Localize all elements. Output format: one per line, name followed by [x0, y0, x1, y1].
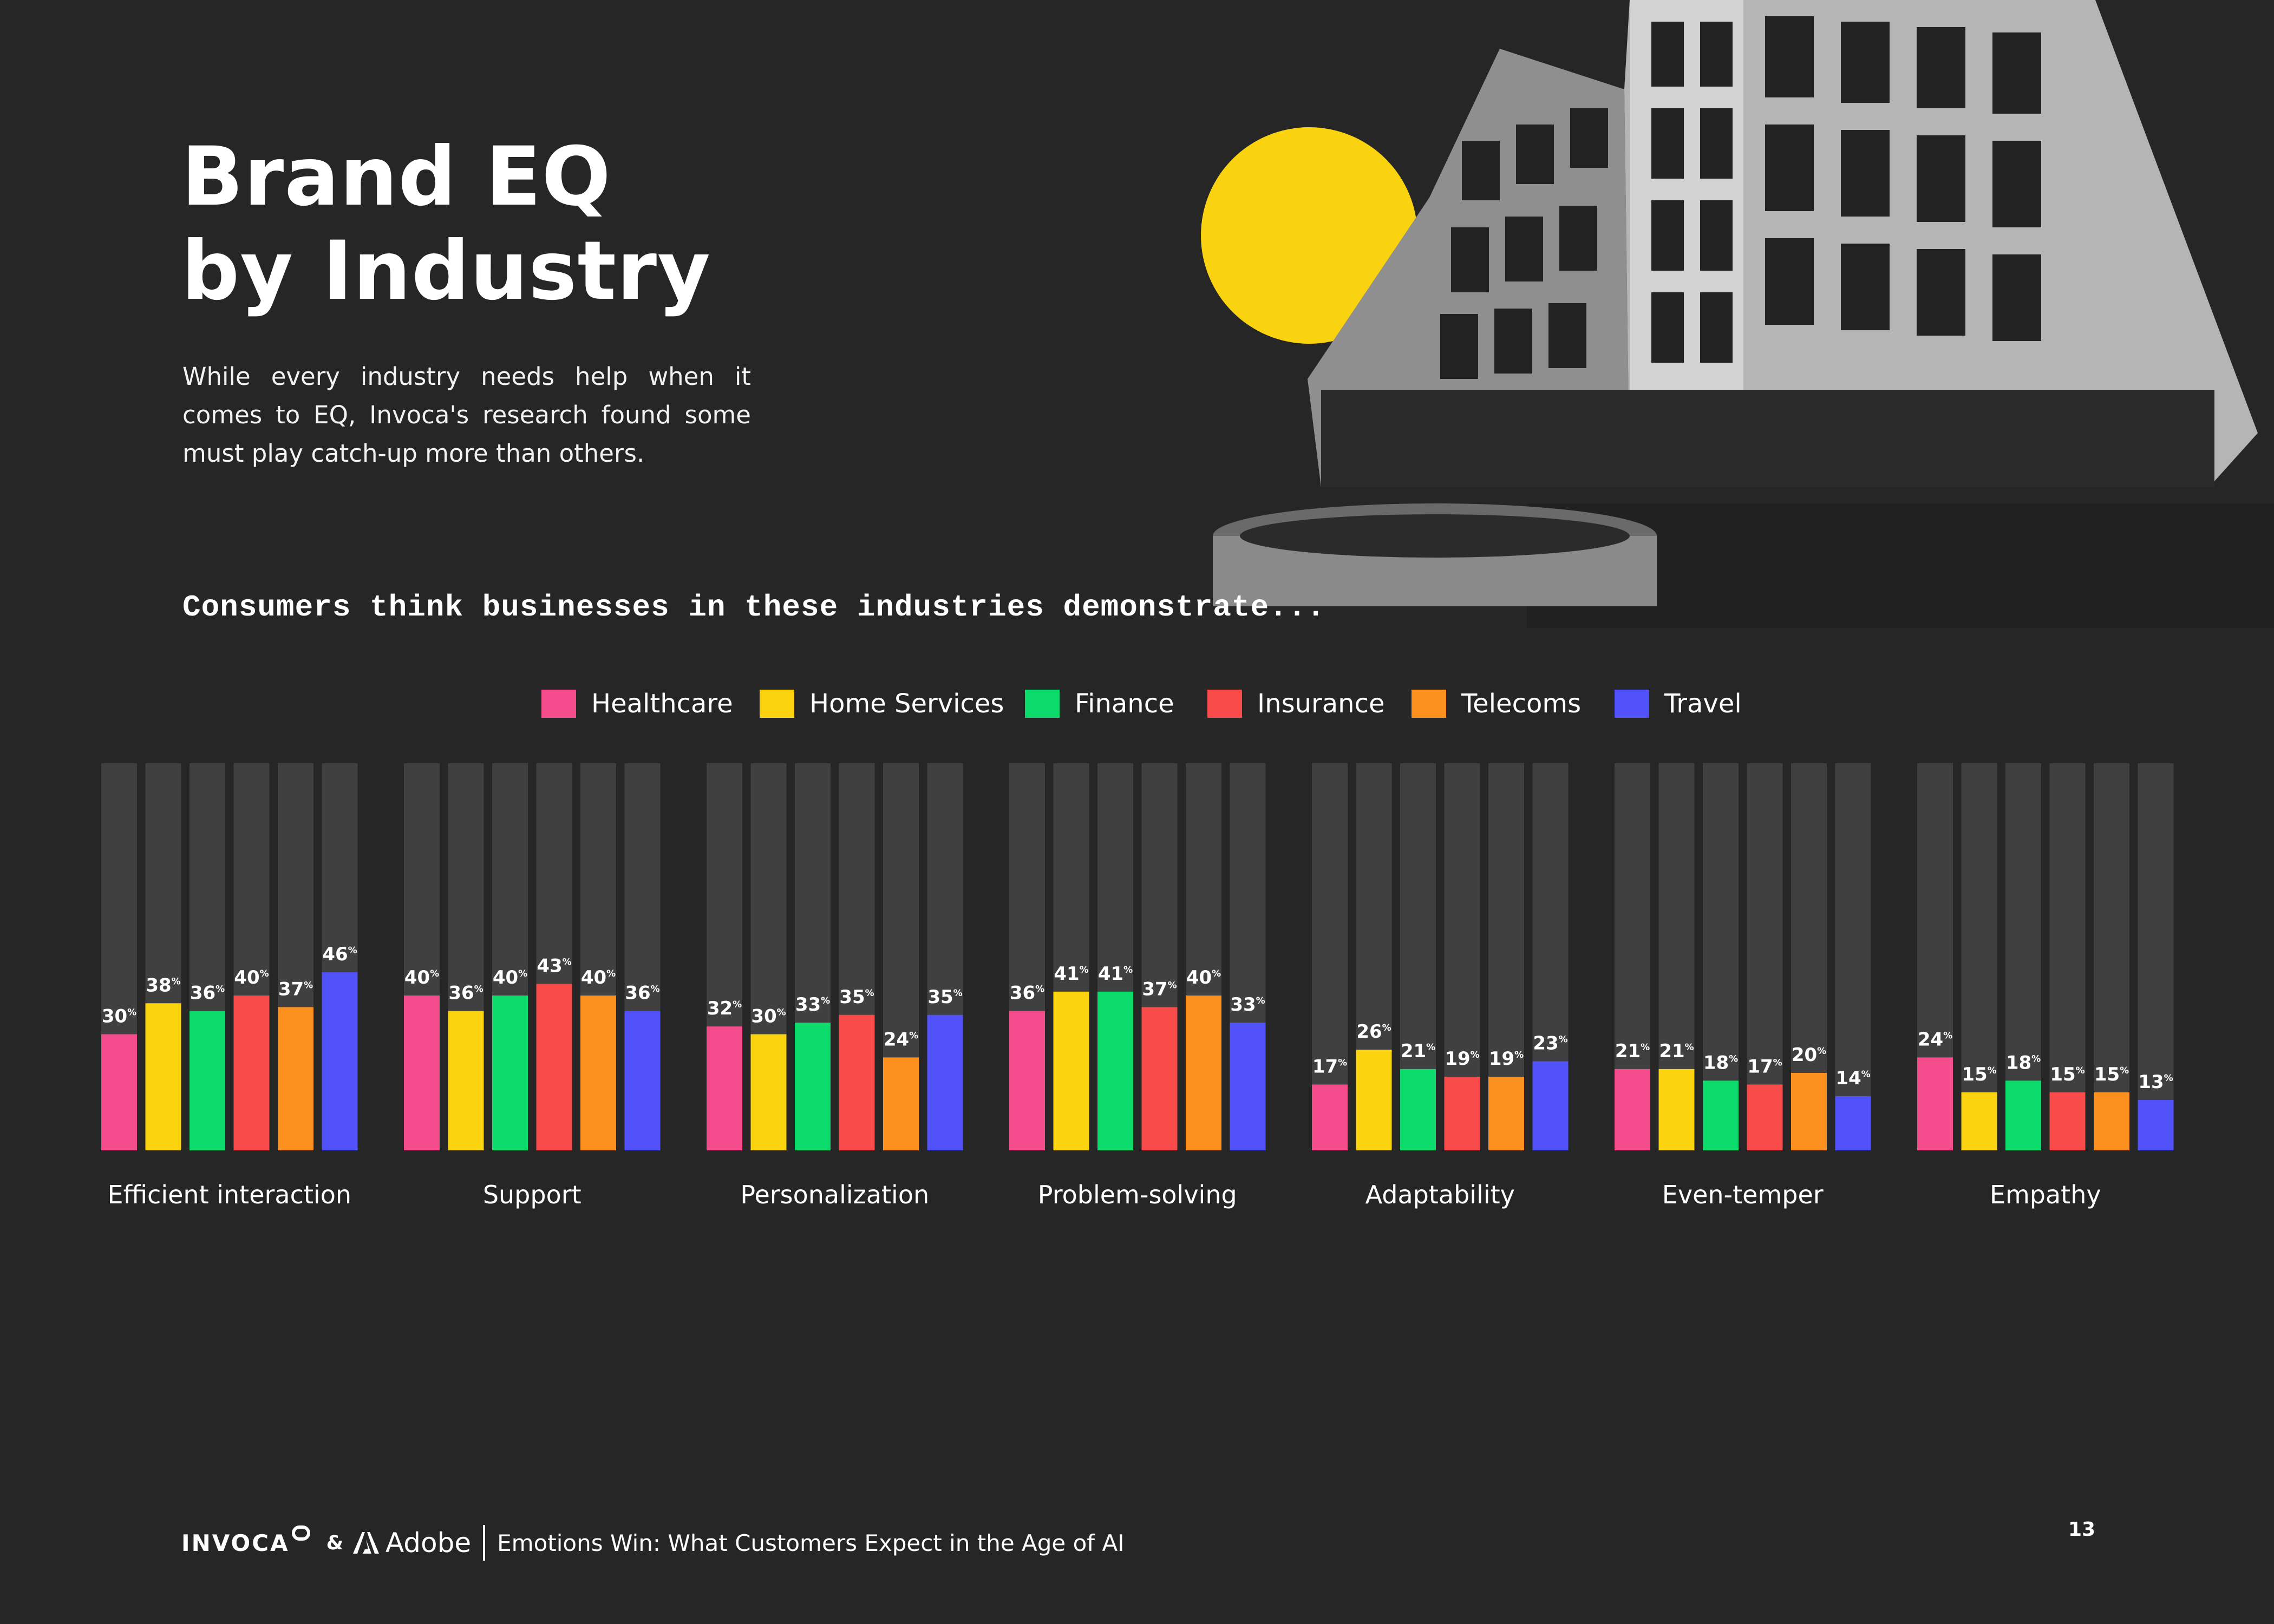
bar-track	[1961, 763, 1997, 1150]
chart-legend: Healthcare Home Services Finance Insuran…	[0, 685, 2274, 723]
bar	[2005, 1081, 2041, 1150]
legend-swatch	[1615, 690, 1649, 718]
bar	[1186, 996, 1221, 1150]
bar	[1658, 1069, 1695, 1150]
legend-swatch	[541, 690, 576, 718]
category-label: Efficient interaction	[108, 1180, 352, 1209]
legend-label: Insurance	[1257, 689, 1385, 719]
category-label: Problem-solving	[1038, 1180, 1237, 1209]
ampersand: &	[326, 1531, 343, 1554]
speech-bubble-icon	[291, 1525, 310, 1541]
bar	[492, 996, 528, 1150]
category-label: Personalization	[740, 1180, 929, 1209]
bar	[101, 1034, 137, 1150]
bar	[1097, 991, 1133, 1150]
legend-label: Travel	[1664, 689, 1742, 719]
bar	[1961, 1092, 1997, 1150]
data-label: 17%	[1747, 1056, 1782, 1077]
bar-chart: 30%38%36%40%37%46%Efficient interaction4…	[101, 763, 2174, 1209]
bar	[1053, 991, 1089, 1150]
category-label: Empathy	[1990, 1180, 2101, 1209]
bar	[1356, 1050, 1392, 1150]
bar	[2049, 1092, 2086, 1150]
page-number: 13	[2068, 1518, 2096, 1541]
legend-item-travel: Travel	[1615, 685, 1742, 723]
bar	[448, 1011, 484, 1150]
bar	[750, 1034, 787, 1150]
bar	[580, 996, 616, 1150]
invoca-logo: INVOCA	[181, 1529, 290, 1556]
data-label: 41%	[1098, 963, 1133, 985]
chart-subheading: Consumers think businesses in these indu…	[182, 590, 1325, 625]
footer-divider	[483, 1525, 486, 1561]
category-label: Support	[483, 1180, 581, 1209]
page-title: Brand EQ by Industry	[181, 130, 711, 318]
legend-label: Healthcare	[591, 689, 733, 719]
bar	[624, 1011, 661, 1150]
bar	[1009, 1011, 1045, 1150]
bar	[233, 996, 270, 1150]
legend-item-home-services: Home Services	[760, 685, 1004, 723]
data-label: 35%	[839, 986, 874, 1008]
bar-track	[1835, 763, 1871, 1150]
bar	[1835, 1096, 1871, 1150]
legend-swatch	[760, 690, 794, 718]
bar	[1917, 1057, 1953, 1150]
bar	[322, 972, 358, 1150]
category-label: Adaptability	[1365, 1180, 1515, 1209]
bar	[707, 1026, 742, 1150]
bar	[1747, 1084, 1783, 1150]
legend-label: Finance	[1075, 689, 1174, 719]
intro-paragraph: While every industry needs help when it …	[182, 362, 751, 468]
legend-swatch	[1025, 690, 1060, 718]
bar	[404, 996, 440, 1150]
data-label: 41%	[1054, 963, 1088, 985]
bar	[927, 1014, 963, 1150]
bar	[1400, 1069, 1436, 1150]
legend-item-telecoms: Telecoms	[1412, 685, 1581, 723]
legend-item-finance: Finance	[1025, 685, 1174, 723]
bar	[1532, 1061, 1569, 1150]
bar	[1444, 1077, 1480, 1150]
title-line-1: Brand EQ	[181, 130, 611, 224]
bar-track	[2138, 763, 2174, 1150]
bar	[190, 1011, 225, 1150]
adobe-logo-text: Adobe	[385, 1527, 472, 1558]
bar	[536, 984, 572, 1150]
legend-label: Home Services	[809, 689, 1004, 719]
bar	[1703, 1081, 1739, 1150]
data-label: 32%	[707, 998, 742, 1019]
bar	[1791, 1073, 1827, 1150]
bar	[1312, 1084, 1348, 1150]
legend-item-insurance: Insurance	[1207, 685, 1385, 723]
legend-item-healthcare: Healthcare	[541, 685, 733, 723]
bar	[145, 1003, 181, 1150]
legend-label: Telecoms	[1461, 689, 1582, 719]
bar	[1141, 1007, 1178, 1150]
bar	[795, 1023, 831, 1150]
bar	[883, 1057, 919, 1150]
bar	[2094, 1092, 2129, 1150]
document-title: Emotions Win: What Customers Expect in t…	[497, 1529, 1125, 1556]
bar	[1230, 1023, 1266, 1150]
adobe-icon	[352, 1532, 379, 1554]
bar-track	[2049, 763, 2086, 1150]
building-photo	[1201, 0, 2274, 628]
yellow-sun-circle	[1201, 127, 1417, 344]
data-label: 40%	[1186, 967, 1221, 988]
bar	[1488, 1077, 1524, 1150]
legend-swatch	[1207, 690, 1242, 718]
category-label: Even-temper	[1662, 1180, 1824, 1209]
bar	[278, 1007, 313, 1150]
footer: INVOCA & Adobe Emotions Win: What Custom…	[181, 1518, 1125, 1567]
title-line-2: by Industry	[181, 224, 711, 318]
bar-track	[2094, 763, 2129, 1150]
data-label: 40%	[234, 967, 269, 988]
bar	[2138, 1100, 2174, 1150]
data-label: 19%	[1445, 1048, 1479, 1070]
bar	[1615, 1069, 1650, 1150]
legend-swatch	[1412, 690, 1446, 718]
bar	[839, 1014, 875, 1150]
